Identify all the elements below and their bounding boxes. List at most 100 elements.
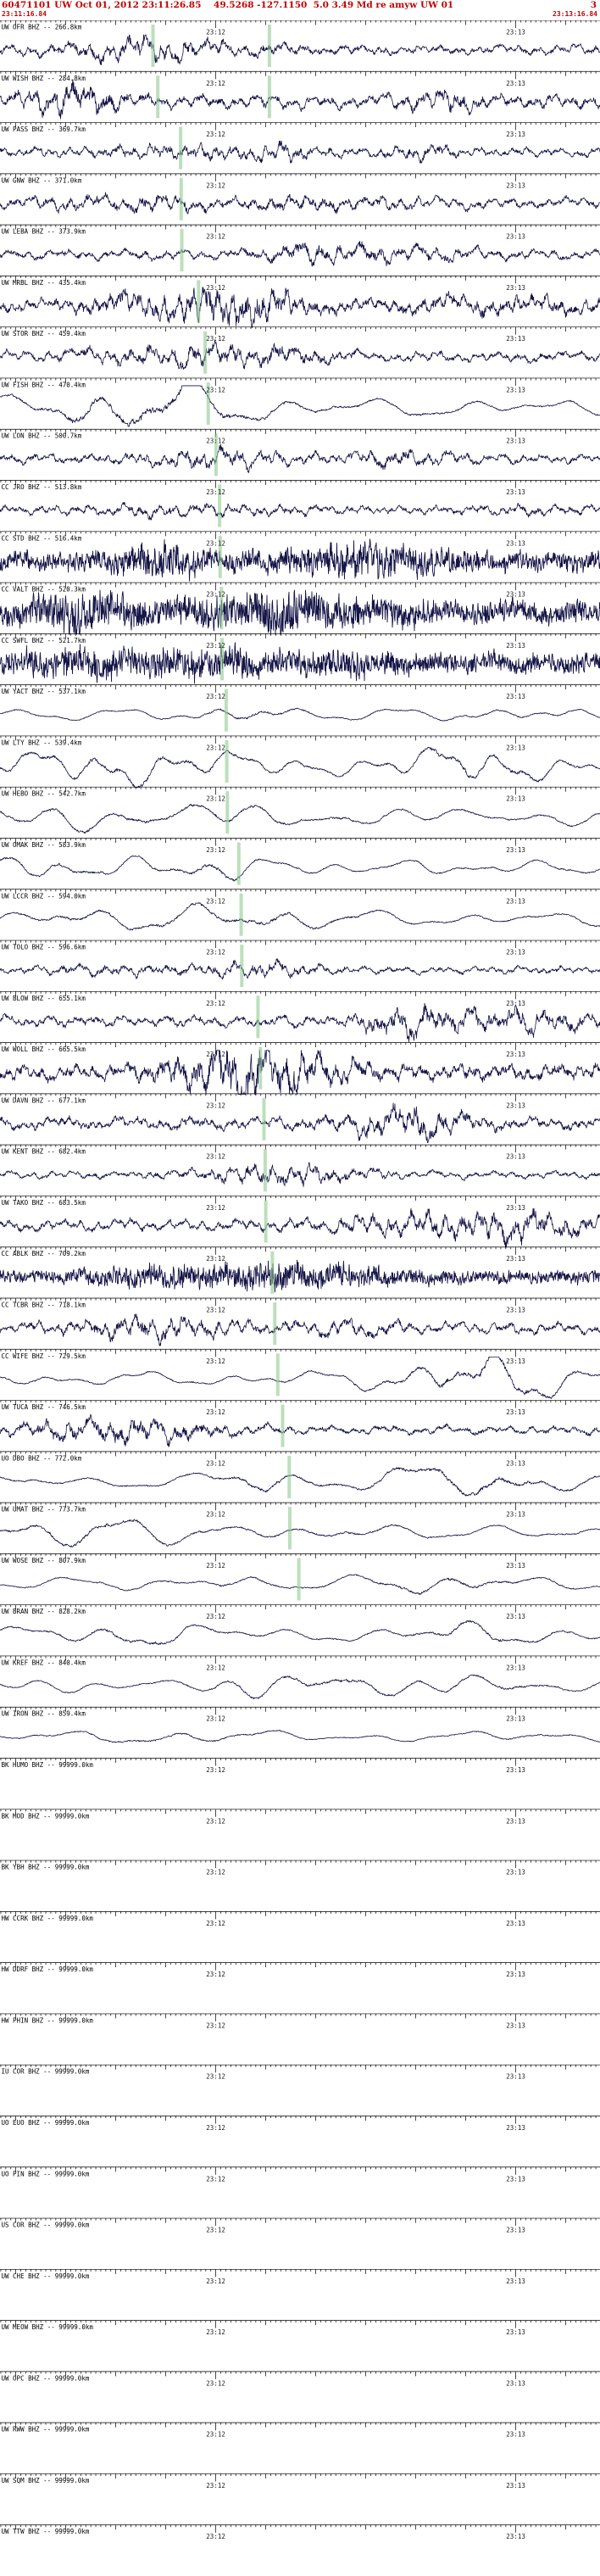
- pick-marker[interactable]: [214, 433, 218, 477]
- waveform[interactable]: [0, 443, 600, 473]
- trace-row[interactable]: UO DBO BHZ -- 772.0km 23:12 23:13: [0, 1451, 600, 1498]
- trace-row[interactable]: IU COR BHZ -- 99999.0km 23:12 23:13: [0, 2064, 600, 2081]
- trace-row[interactable]: UW CHE BHZ -- 99999.0km 23:12 23:13: [0, 2268, 600, 2285]
- waveform[interactable]: [0, 339, 600, 370]
- pick-marker[interactable]: [288, 1507, 292, 1550]
- trace-row[interactable]: UW BLOW BHZ -- 655.1km 23:12 23:13: [0, 990, 600, 1043]
- waveform[interactable]: [0, 1259, 600, 1293]
- trace-row[interactable]: UW LEBA BHZ -- 373.9km 23:12 23:13: [0, 224, 600, 272]
- waveform[interactable]: [0, 1162, 600, 1187]
- waveform[interactable]: [0, 957, 600, 980]
- trace-row[interactable]: HW PHIN BHZ -- 99999.0km 23:12 23:13: [0, 2013, 600, 2030]
- waveform[interactable]: [0, 902, 600, 931]
- pick-marker[interactable]: [220, 638, 224, 681]
- pick-marker[interactable]: [225, 739, 229, 783]
- pick-marker[interactable]: [297, 1558, 301, 1601]
- pick-marker[interactable]: [287, 1455, 292, 1498]
- waveform[interactable]: [0, 385, 600, 427]
- pick-marker[interactable]: [218, 484, 222, 527]
- trace-row[interactable]: CC JRO BHZ -- 513.8km 23:12 23:13: [0, 480, 600, 527]
- trace-row[interactable]: UW DAVN BHZ -- 677.1km 23:12 23:13: [0, 1093, 600, 1144]
- trace-row[interactable]: UW MRBL BHZ -- 435.4km 23:12 23:13: [0, 276, 600, 328]
- pick-marker[interactable]: [156, 75, 160, 119]
- trace-row[interactable]: UW UMAT BHZ -- 773.7km 23:12 23:13: [0, 1502, 600, 1550]
- pick-marker[interactable]: [203, 331, 208, 374]
- pick-marker[interactable]: [281, 1404, 285, 1447]
- pick-marker[interactable]: [262, 1097, 266, 1140]
- pick-marker[interactable]: [225, 791, 230, 834]
- trace-row[interactable]: UW LON BHZ -- 500.7km 23:12 23:13: [0, 428, 600, 477]
- pick-marker[interactable]: [264, 1200, 268, 1243]
- trace-row[interactable]: CC STD BHZ -- 516.4km 23:12 23:13: [0, 531, 600, 582]
- waveform[interactable]: [0, 855, 600, 882]
- pick-marker[interactable]: [206, 382, 210, 425]
- trace-row[interactable]: CC ABLK BHZ -- 709.2km 23:12 23:13: [0, 1246, 600, 1294]
- waveform[interactable]: [0, 642, 600, 684]
- trace-row[interactable]: UW LTY BHZ -- 539.4km 23:12 23:13: [0, 735, 600, 789]
- waveform[interactable]: [0, 241, 600, 267]
- trace-row[interactable]: UW PASS BHZ -- 369.7km 23:12 23:13: [0, 122, 600, 170]
- waveform[interactable]: [0, 192, 600, 215]
- pick-marker[interactable]: [275, 1353, 280, 1397]
- waveform[interactable]: [0, 1050, 600, 1095]
- trace-row[interactable]: UW IRON BHZ -- 859.4km 23:12 23:13: [0, 1706, 600, 1743]
- waveform[interactable]: [0, 746, 600, 789]
- trace-row[interactable]: UW WOSE BHZ -- 807.9km 23:12 23:13: [0, 1553, 600, 1601]
- waveform[interactable]: [0, 1730, 600, 1743]
- pick-marker[interactable]: [267, 75, 271, 119]
- waveform[interactable]: [0, 34, 600, 66]
- trace-row[interactable]: UW WOLL BHZ -- 665.5km 23:12 23:13: [0, 1042, 600, 1095]
- trace-row[interactable]: UW GNW BHZ -- 371.0km 23:12 23:13: [0, 173, 600, 220]
- waveform[interactable]: [0, 1356, 600, 1399]
- trace-row[interactable]: UW LCCR BHZ -- 594.0km 23:12 23:13: [0, 889, 600, 936]
- trace-row[interactable]: UO EUO BHZ -- 99999.0km 23:12 23:13: [0, 2116, 600, 2132]
- trace-row[interactable]: UW TOLO BHZ -- 596.6km 23:12 23:13: [0, 940, 600, 988]
- pick-marker[interactable]: [239, 893, 243, 936]
- trace-row[interactable]: UW STOR BHZ -- 459.4km 23:12 23:13: [0, 326, 600, 374]
- waveform[interactable]: [0, 1102, 600, 1144]
- waveform[interactable]: [0, 79, 600, 120]
- waveform[interactable]: [0, 1467, 600, 1497]
- pick-marker[interactable]: [263, 1149, 267, 1192]
- pick-marker[interactable]: [224, 689, 228, 732]
- waveform[interactable]: [0, 589, 600, 635]
- waveform[interactable]: [0, 1002, 600, 1043]
- trace-row[interactable]: HW DDRF BHZ -- 99999.0km 23:12 23:13: [0, 1962, 600, 1979]
- pick-marker[interactable]: [256, 995, 260, 1039]
- trace-row[interactable]: UW BRAN BHZ -- 828.2km 23:12 23:13: [0, 1604, 600, 1645]
- pick-marker[interactable]: [258, 1046, 263, 1090]
- trace-row[interactable]: CC VALT BHZ -- 520.3km 23:12 23:13: [0, 582, 600, 635]
- trace-row[interactable]: UW KREF BHZ -- 840.4km 23:12 23:13: [0, 1655, 600, 1699]
- trace-row[interactable]: UW YACT BHZ -- 537.1km 23:12 23:13: [0, 684, 600, 732]
- trace-row[interactable]: CC WIFE BHZ -- 729.5km 23:12 23:13: [0, 1348, 600, 1399]
- trace-row[interactable]: UW FISH BHZ -- 470.4km 23:12 23:13: [0, 377, 600, 427]
- pick-marker[interactable]: [151, 25, 155, 67]
- waveform[interactable]: [0, 804, 600, 834]
- pick-marker[interactable]: [240, 945, 244, 988]
- trace-row[interactable]: UW RWW BHZ -- 99999.0km 23:12 23:13: [0, 2422, 600, 2439]
- pick-marker[interactable]: [270, 1251, 275, 1294]
- trace-row[interactable]: UW OFR BHZ -- 266.8km 23:12 23:13: [0, 20, 600, 67]
- trace-row[interactable]: UW WISH BHZ -- 284.8km 23:12 23:13: [0, 70, 600, 120]
- trace-row[interactable]: UW TUCA BHZ -- 746.5km 23:12 23:13: [0, 1400, 600, 1447]
- waveform[interactable]: [0, 502, 600, 521]
- trace-row[interactable]: BK HUMO BHZ -- 99999.0km 23:12 23:13: [0, 1758, 600, 1775]
- trace-row[interactable]: UW OPC BHZ -- 99999.0km 23:12 23:13: [0, 2371, 600, 2388]
- trace-row[interactable]: UW TTW BHZ -- 99999.0km 23:12 23:13: [0, 2524, 600, 2541]
- trace-row[interactable]: UW KENT BHZ -- 682.4km 23:12 23:13: [0, 1144, 600, 1192]
- pick-marker[interactable]: [180, 229, 184, 272]
- waveform[interactable]: [0, 1674, 600, 1699]
- waveform[interactable]: [0, 707, 600, 722]
- waveform[interactable]: [0, 140, 600, 164]
- waveform[interactable]: [0, 1413, 600, 1447]
- waveform[interactable]: [0, 1313, 600, 1347]
- pick-marker[interactable]: [179, 126, 183, 170]
- trace-row[interactable]: CC TCBR BHZ -- 718.1km 23:12 23:13: [0, 1297, 600, 1347]
- pick-marker[interactable]: [219, 587, 224, 630]
- trace-row[interactable]: UW SQM BHZ -- 99999.0km 23:12 23:13: [0, 2473, 600, 2490]
- trace-row[interactable]: UW OMAK BHZ -- 583.9km 23:12 23:13: [0, 838, 600, 885]
- waveform[interactable]: [0, 286, 600, 328]
- pick-marker[interactable]: [236, 842, 241, 885]
- trace-row[interactable]: UW MEOW BHZ -- 99999.0km 23:12 23:13: [0, 2320, 600, 2337]
